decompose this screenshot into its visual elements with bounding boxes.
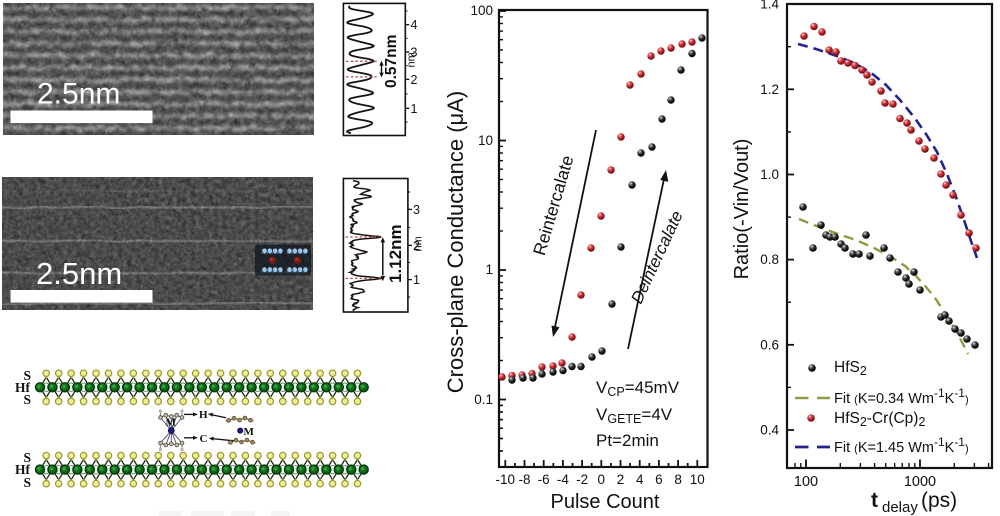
svg-text:1.2: 1.2 [760,82,779,97]
svg-text:-8: -8 [518,472,530,487]
svg-text:Hf: Hf [15,380,31,395]
svg-text:HfS2: HfS2 [834,359,867,378]
svg-text:2.5nm: 2.5nm [37,78,120,111]
svg-text:0.4: 0.4 [760,423,779,438]
svg-text:VGETE=4V: VGETE=4V [596,405,673,426]
svg-text:Fit (K=1.45 Wm-1K-1): Fit (K=1.45 Wm-1K-1) [834,435,969,456]
svg-text:1000: 1000 [904,474,936,490]
svg-text:nm: nm [406,52,418,67]
svg-text:8: 8 [674,472,682,487]
svg-text:C: C [200,433,208,445]
svg-text:0.1: 0.1 [474,392,493,407]
svg-text:10: 10 [690,472,705,487]
svg-text:1: 1 [411,102,418,116]
svg-text:Pt=2min: Pt=2min [596,431,659,450]
svg-text:Cross-plane Conductance (μA): Cross-plane Conductance (μA) [443,91,468,393]
svg-text:-2: -2 [576,472,588,487]
svg-text:1.4: 1.4 [760,0,779,12]
svg-text:nm: nm [413,236,425,251]
svg-text:4: 4 [411,18,418,32]
svg-text:VCP=45mV: VCP=45mV [596,378,680,399]
svg-text:delay: delay [882,499,918,516]
svg-text:Deintercalate: Deintercalate [627,208,687,307]
svg-text:0.57nm: 0.57nm [383,35,400,88]
svg-text:t: t [871,489,878,512]
svg-text:H: H [199,409,208,421]
svg-text:3: 3 [413,203,420,217]
svg-text:1.12nm: 1.12nm [386,224,405,283]
svg-text:100: 100 [470,3,493,18]
svg-text:6: 6 [655,472,663,487]
svg-text:100: 100 [794,474,818,490]
svg-text:0.6: 0.6 [760,337,779,352]
svg-text:2: 2 [413,239,420,253]
svg-text:2: 2 [617,472,625,487]
svg-text:0.8: 0.8 [760,252,779,267]
svg-text:2.5nm: 2.5nm [36,256,122,291]
svg-text:4: 4 [636,472,644,487]
svg-text:S: S [23,475,31,490]
svg-text:M: M [244,426,255,438]
svg-text:1: 1 [485,262,493,277]
svg-text:-6: -6 [538,472,550,487]
svg-text:0: 0 [598,472,606,487]
svg-text:S: S [23,450,31,465]
svg-text:HfS2-Cr(Cp)2: HfS2-Cr(Cp)2 [834,410,925,429]
svg-text:S: S [23,392,31,407]
svg-text:10: 10 [478,133,493,148]
svg-text:3: 3 [411,46,418,60]
svg-text:1.0: 1.0 [760,167,779,182]
svg-text:Reintercalate: Reintercalate [529,153,577,258]
svg-text:(ps): (ps) [921,489,957,512]
svg-text:Pulse Count: Pulse Count [551,491,660,513]
svg-text:2: 2 [411,73,418,87]
svg-text:Hf: Hf [15,462,31,477]
svg-text:S: S [23,368,31,383]
svg-text:M: M [166,417,177,429]
svg-text:Ratio(-Vin/Vout): Ratio(-Vin/Vout) [731,139,753,280]
svg-text:Fit (K=0.34 Wm-1K-1): Fit (K=0.34 Wm-1K-1) [834,386,969,407]
svg-text:-4: -4 [557,472,569,487]
svg-text:-10: -10 [496,472,516,487]
svg-text:1: 1 [413,273,420,287]
